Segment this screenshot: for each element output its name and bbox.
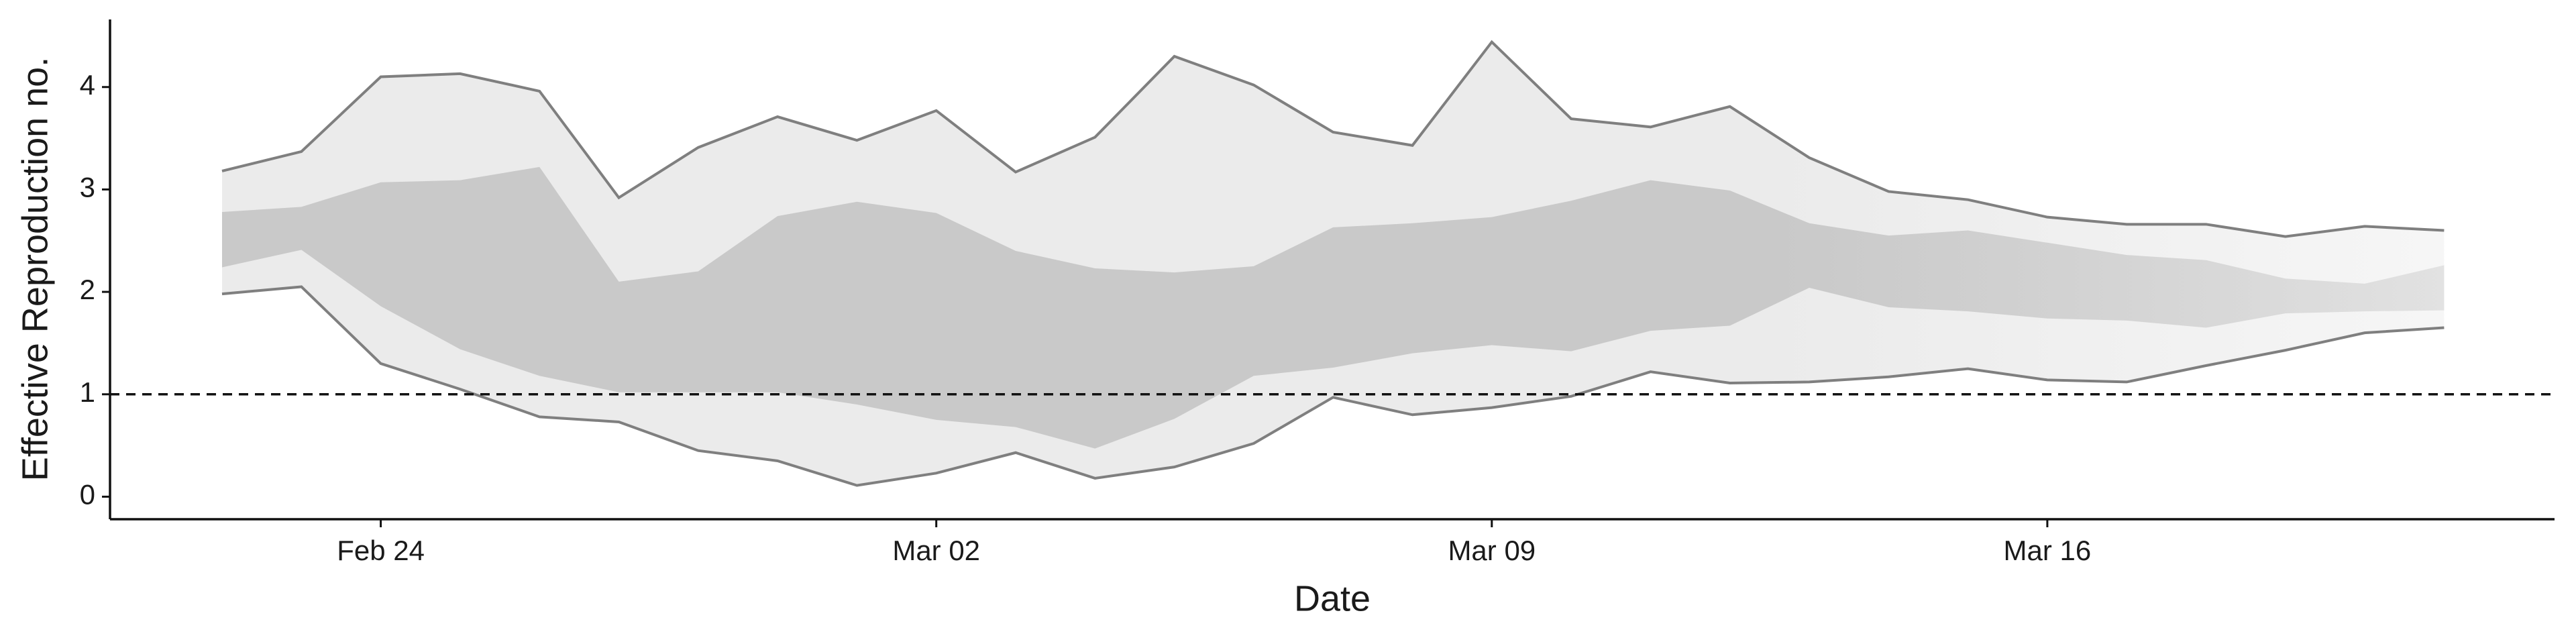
- y-tick-label: 2: [80, 274, 95, 305]
- x-tick-label: Mar 16: [2004, 535, 2092, 566]
- x-tick-label: Mar 02: [892, 535, 980, 566]
- x-axis-title: Date: [1294, 578, 1371, 619]
- interval-outline: [221, 40, 2445, 238]
- y-tick-label: 1: [80, 376, 95, 408]
- interval-band: [222, 166, 2445, 449]
- y-tick-label: 0: [80, 479, 95, 511]
- x-tick-label: Mar 09: [1448, 535, 1536, 566]
- y-tick-label: 3: [80, 172, 95, 203]
- interval-outline: [221, 285, 2445, 487]
- x-tick-label: Feb 24: [337, 535, 425, 566]
- y-tick-label: 4: [80, 69, 95, 101]
- y-axis-title: Effective Reproduction no.: [15, 57, 55, 481]
